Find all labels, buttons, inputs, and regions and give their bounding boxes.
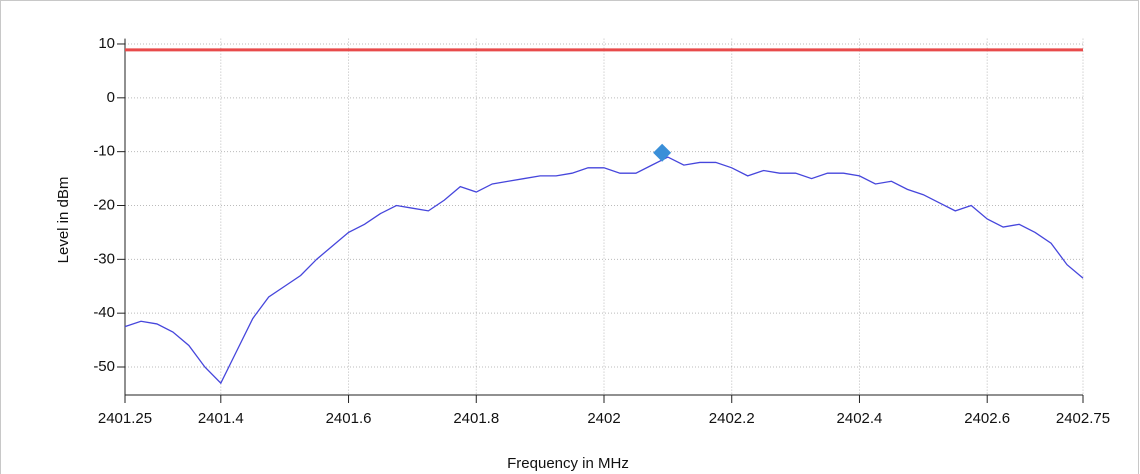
x-tick-label: 2402.2 bbox=[709, 410, 755, 427]
x-axis-label: Frequency in MHz bbox=[507, 455, 629, 472]
series-line bbox=[124, 156, 1084, 385]
y-tick-label: -30 bbox=[93, 250, 115, 267]
y-tick-label: 0 bbox=[107, 89, 115, 106]
y-axis-label: Level in dBm bbox=[55, 177, 72, 264]
x-tick-label: 2401.8 bbox=[453, 410, 499, 427]
y-tick-label: -40 bbox=[93, 304, 115, 321]
x-tick-label: 2402.75 bbox=[1056, 410, 1110, 427]
y-tick-label: -50 bbox=[93, 358, 115, 375]
x-tick-label: 2402.6 bbox=[964, 410, 1010, 427]
x-tick-label: 2401.25 bbox=[98, 410, 152, 427]
x-tick-label: 2402 bbox=[587, 410, 620, 427]
x-tick-label: 2402.4 bbox=[837, 410, 883, 427]
x-tick-label: 2401.4 bbox=[198, 410, 244, 427]
peak-marker bbox=[653, 143, 672, 162]
y-tick-label: -20 bbox=[93, 196, 115, 213]
y-tick-label: 10 bbox=[98, 35, 115, 52]
x-tick-label: 2401.6 bbox=[326, 410, 372, 427]
y-tick-label: -10 bbox=[93, 143, 115, 160]
